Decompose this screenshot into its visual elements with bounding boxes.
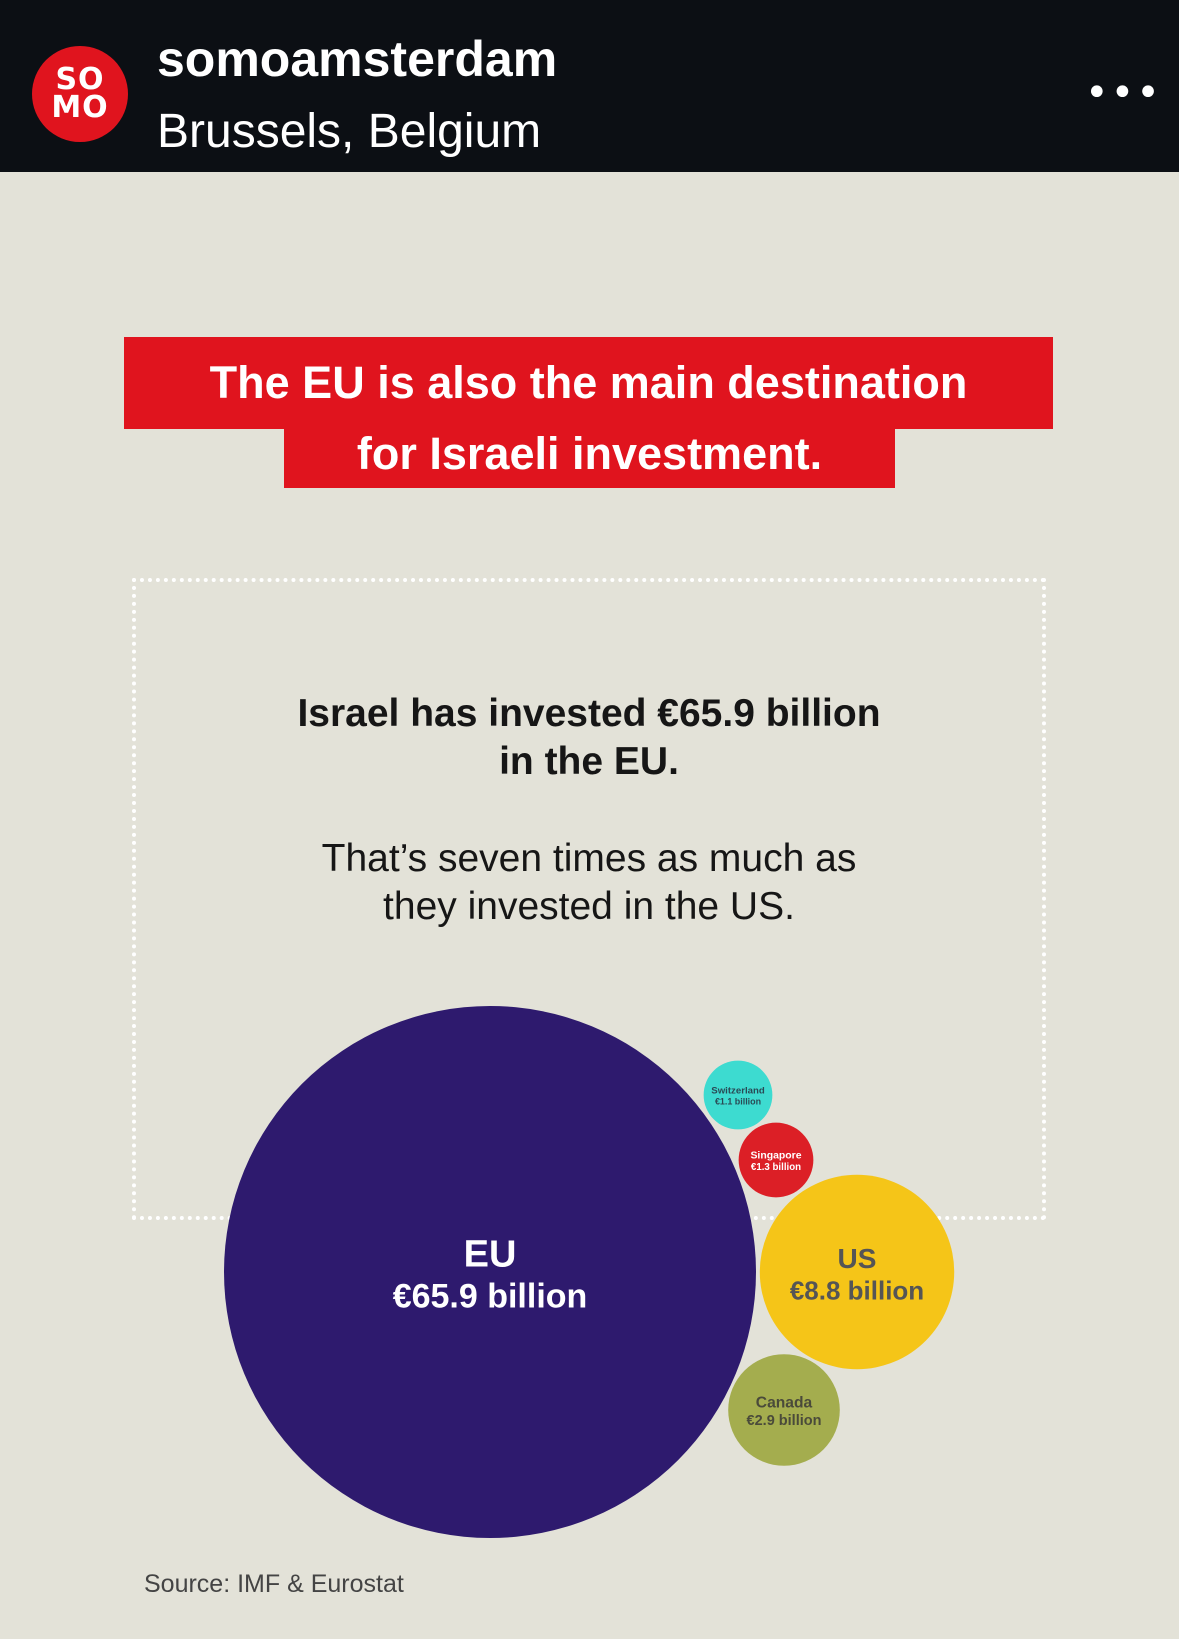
comparison-statement: That’s seven times as much as they inves…: [132, 835, 1046, 931]
bubble-switzerland: [703, 1060, 773, 1130]
comparison-line-2: they invested in the US.: [383, 885, 795, 928]
statement-line-2: in the EU.: [499, 740, 679, 783]
comparison-line-1: That’s seven times as much as: [321, 837, 857, 880]
bubble-label-eu: EU: [464, 1233, 517, 1275]
headline-line-2: for Israeli investment.: [284, 429, 895, 488]
location[interactable]: Brussels, Belgium: [157, 105, 542, 158]
bubble-label-canada: Canada: [756, 1395, 813, 1412]
bubble-label-switzerland: Switzerland: [711, 1086, 765, 1097]
username[interactable]: somoamsterdam: [157, 31, 558, 87]
somo-logo-avatar[interactable]: SO MO: [32, 46, 128, 142]
bubble-eu: [224, 1006, 756, 1538]
bubble-value-us: €8.8 billion: [790, 1275, 924, 1305]
statement-line-1: Israel has invested €65.9 billion: [297, 692, 881, 735]
bubble-singapore: [738, 1122, 814, 1198]
bubble-value-singapore: €1.3 billion: [751, 1162, 801, 1173]
bubble-value-canada: €2.9 billion: [747, 1413, 822, 1429]
bubble-value-eu: €65.9 billion: [393, 1278, 588, 1316]
bubble-canada: [728, 1354, 840, 1466]
headline-line-1: The EU is also the main destination: [124, 337, 1053, 429]
bubble-label-us: US: [838, 1243, 877, 1274]
ellipsis-icon[interactable]: •••: [1085, 70, 1162, 116]
post-header: SO MO somoamsterdam Brussels, Belgium •••: [0, 0, 1179, 172]
investment-statement: Israel has invested €65.9 billion in the…: [132, 690, 1046, 786]
bubble-value-switzerland: €1.1 billion: [715, 1096, 761, 1106]
bubble-label-singapore: Singapore: [750, 1150, 801, 1161]
bubble-us: [759, 1174, 955, 1370]
source-note: Source: IMF & Eurostat: [144, 1570, 404, 1598]
